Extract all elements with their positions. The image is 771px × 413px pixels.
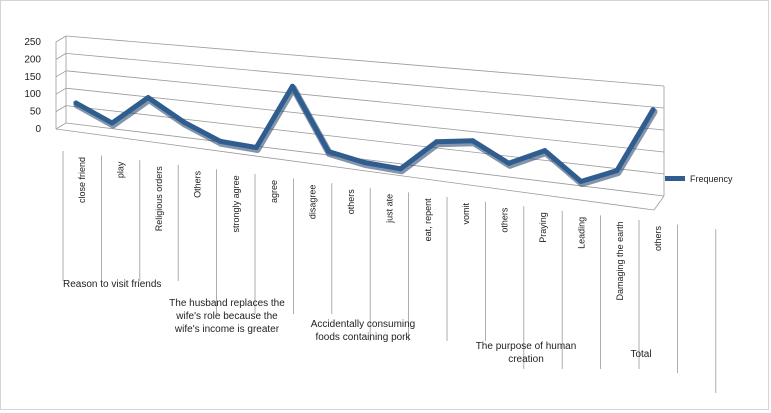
group-label: wife's role because the: [175, 311, 278, 322]
data-point: [109, 120, 115, 126]
gridline: [65, 35, 665, 87]
group-label: Accidentally consuming: [311, 319, 416, 330]
data-point: [542, 148, 548, 154]
category-label: Others: [192, 170, 202, 198]
category-label: play: [116, 161, 126, 178]
gridline-depth: [55, 70, 67, 78]
series-layer: [73, 83, 658, 187]
gridline: [65, 105, 665, 175]
data-point: [181, 119, 187, 125]
gridline-depth: [55, 35, 67, 43]
group-label: The husband replaces the: [169, 298, 285, 309]
category-label: strongly agree: [231, 175, 241, 232]
category-label: vomit: [461, 203, 471, 225]
category-label: Religious orders: [154, 166, 164, 232]
y-tick-label: 150: [24, 72, 41, 83]
gridline-depth: [55, 87, 67, 95]
data-point: [325, 149, 331, 154]
category-label: just ate: [384, 194, 394, 224]
category-label: others: [346, 189, 356, 215]
category-labels: close friend play Religious orders Others st…: [62, 151, 717, 393]
category-label: others: [653, 226, 663, 252]
group-label: Total: [630, 349, 651, 360]
gridline: [65, 53, 665, 109]
group-label: The purpose of human: [476, 341, 577, 352]
category-label: eat, repent: [423, 198, 433, 242]
legend-swatch: [665, 176, 685, 181]
legend: Frequency: [665, 174, 733, 184]
gridline: [65, 70, 665, 131]
axis-layer: 250 200 150 100 50 0: [24, 36, 67, 135]
gridline-depth: [55, 122, 67, 130]
y-tick-label: 100: [24, 89, 41, 100]
floor-edge: [55, 128, 655, 211]
grid-layer: [55, 35, 665, 211]
category-label: disagree: [308, 185, 318, 220]
data-point: [253, 145, 259, 150]
category-label: Leading: [576, 217, 586, 249]
category-label: others: [500, 207, 510, 233]
category-label: Praying: [538, 212, 548, 243]
gridline: [65, 122, 665, 197]
data-point: [434, 139, 440, 145]
group-label: creation: [508, 354, 544, 365]
data-point: [506, 160, 512, 166]
data-point: [362, 160, 367, 165]
y-tick-label: 0: [35, 124, 41, 135]
data-point: [578, 179, 584, 184]
category-label: Damaging the earth: [615, 221, 625, 300]
gridline-depth: [55, 105, 67, 112]
group-label: wife's income is greater: [174, 324, 280, 335]
gridline-depth: [55, 53, 67, 60]
group-label: foods containing pork: [315, 332, 411, 343]
data-point: [145, 95, 151, 101]
floor-edge-right: [653, 195, 665, 211]
category-label: close friend: [77, 157, 87, 203]
data-point: [614, 168, 620, 174]
data-point: [470, 138, 476, 144]
category-label: agree: [269, 180, 279, 203]
data-point: [73, 100, 79, 106]
group-label: Reason to visit friends: [63, 279, 161, 290]
data-point: [289, 83, 295, 89]
y-tick-label: 50: [30, 107, 42, 118]
data-point: [650, 107, 656, 113]
y-tick-label: 200: [24, 54, 41, 65]
data-point: [217, 138, 223, 144]
group-labels: Reason to visit friends The husband repla…: [63, 279, 652, 365]
data-point: [398, 166, 404, 172]
gridline: [65, 87, 665, 153]
y-tick-label: 250: [24, 37, 41, 48]
legend-label: Frequency: [690, 174, 733, 184]
